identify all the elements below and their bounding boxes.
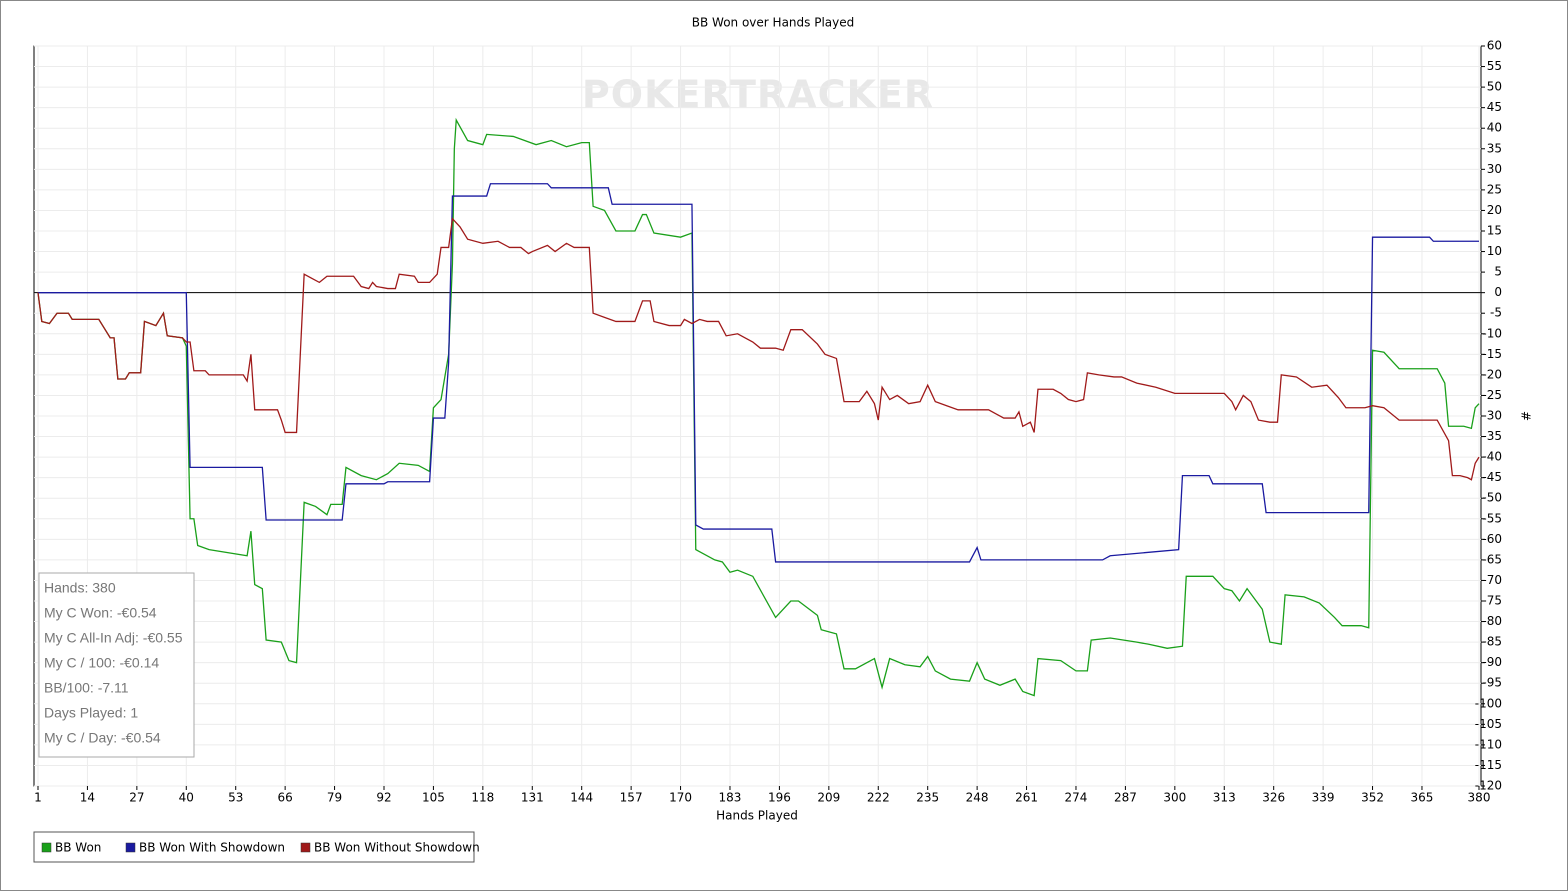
lines — [37, 117, 1480, 697]
x-tick-label: 365 — [1411, 791, 1434, 805]
y-tick-label: -25 — [1482, 388, 1502, 402]
x-tick-label: 144 — [570, 791, 593, 805]
y-tick-label: -60 — [1482, 532, 1502, 546]
x-tick-label: 300 — [1163, 791, 1186, 805]
y-tick-label: 20 — [1487, 203, 1502, 217]
y-tick-label: -105 — [1475, 717, 1502, 731]
x-tick-label: 27 — [129, 791, 144, 805]
x-tick-label: 287 — [1114, 791, 1137, 805]
x-tick-label: 118 — [471, 791, 494, 805]
y-tick-label: -100 — [1475, 696, 1502, 710]
y-tick-label: 45 — [1487, 100, 1502, 114]
x-tick-label: 183 — [719, 791, 742, 805]
y-tick-label: -30 — [1482, 409, 1502, 423]
legend-swatch — [125, 842, 136, 853]
y-tick-label: -35 — [1482, 429, 1502, 443]
y-tick-label: 15 — [1487, 224, 1502, 238]
y-tick-label: 60 — [1487, 39, 1502, 53]
y-axis-label: # — [1519, 411, 1533, 421]
series-line — [38, 183, 1479, 563]
x-tick-label: 105 — [422, 791, 445, 805]
y-tick-label: 30 — [1487, 162, 1502, 176]
chart-title: BB Won over Hands Played — [692, 16, 854, 30]
y-tick-label: -50 — [1482, 491, 1502, 505]
x-tick-label: 53 — [228, 791, 243, 805]
legend-items: BB Won BB Won With Showdown BB Won Without… — [41, 841, 480, 855]
x-tick-label: 79 — [327, 791, 342, 805]
y-tick-label: -120 — [1475, 779, 1502, 793]
y-tick-label: -90 — [1482, 655, 1502, 669]
legend-label: BB Won With Showdown — [139, 841, 285, 855]
stat-line: My C / 100: -€0.14 — [44, 655, 159, 671]
y-tick-label: -10 — [1482, 326, 1502, 340]
y-tick-label: -55 — [1482, 511, 1502, 525]
stat-line: My C Won: -€0.54 — [44, 605, 157, 621]
y-tick-label: -95 — [1482, 676, 1502, 690]
x-tick-label: 326 — [1262, 791, 1285, 805]
stat-line: BB/100: -7.11 — [44, 680, 129, 696]
x-tick-label: 261 — [1015, 791, 1038, 805]
y-tick-label: -75 — [1482, 594, 1502, 608]
x-axis-label: Hands Played — [716, 809, 798, 823]
legend-label: BB Won Without Showdown — [314, 841, 480, 855]
stat-line: My C All-In Adj: -€0.55 — [44, 630, 183, 646]
legend — [33, 831, 475, 863]
y-tick-label: -110 — [1475, 737, 1502, 751]
y-tick-label: 50 — [1487, 80, 1502, 94]
x-tick-label: 339 — [1312, 791, 1335, 805]
x-tick-label: 235 — [916, 791, 939, 805]
y-tick-label: 0 — [1494, 285, 1502, 299]
y-tick-label: -40 — [1482, 450, 1502, 464]
x-tick-label: 196 — [768, 791, 791, 805]
y-tick-label: -85 — [1482, 635, 1502, 649]
y-tick-label: -80 — [1482, 614, 1502, 628]
x-tick-label: 313 — [1213, 791, 1236, 805]
x-tick-label: 14 — [80, 791, 95, 805]
y-tick-label: 40 — [1487, 121, 1502, 135]
y-tick-label: -45 — [1482, 470, 1502, 484]
x-tick-label: 209 — [817, 791, 840, 805]
x-tick-label: 131 — [521, 791, 544, 805]
y-tick-label: -115 — [1475, 758, 1502, 772]
stat-line: My C / Day: -€0.54 — [44, 730, 161, 746]
stats: Hands: 380 My C Won: -€0.54 My C All-In Ad… — [44, 580, 183, 746]
y-tick-label: -15 — [1482, 347, 1502, 361]
x-tick-label: 66 — [277, 791, 292, 805]
y-tick-label: -65 — [1482, 552, 1502, 566]
stat-line: Days Played: 1 — [44, 705, 138, 721]
y-tick-label: -20 — [1482, 367, 1502, 381]
x-tick-label: 352 — [1361, 791, 1384, 805]
stat-line: Hands: 380 — [44, 580, 116, 596]
legend-label: BB Won — [55, 841, 101, 855]
y-tick-label: 25 — [1487, 182, 1502, 196]
stats-box — [38, 572, 195, 758]
legend-swatch — [300, 842, 311, 853]
y-tick-label: 5 — [1494, 265, 1502, 279]
x-tick-label: 40 — [179, 791, 194, 805]
x-tick-label: 222 — [867, 791, 890, 805]
watermark: POKERTRACKER — [582, 73, 934, 117]
x-tick-label: 248 — [966, 791, 989, 805]
x-tick-label: 157 — [620, 791, 643, 805]
x-tick-label: 274 — [1065, 791, 1088, 805]
y-tick-label: 35 — [1487, 141, 1502, 155]
y-tick-label: -70 — [1482, 573, 1502, 587]
x-tick-label: 170 — [669, 791, 692, 805]
legend-swatch — [41, 842, 52, 853]
x-tick-label: 380 — [1468, 791, 1491, 805]
series-line — [37, 217, 1480, 481]
x-tick-label: 92 — [376, 791, 391, 805]
series-line — [37, 117, 1480, 697]
y-tick-label: -5 — [1490, 306, 1502, 320]
x-tick-label: 1 — [34, 791, 42, 805]
y-tick-label: 55 — [1487, 59, 1502, 73]
y-tick-label: 10 — [1487, 244, 1502, 258]
